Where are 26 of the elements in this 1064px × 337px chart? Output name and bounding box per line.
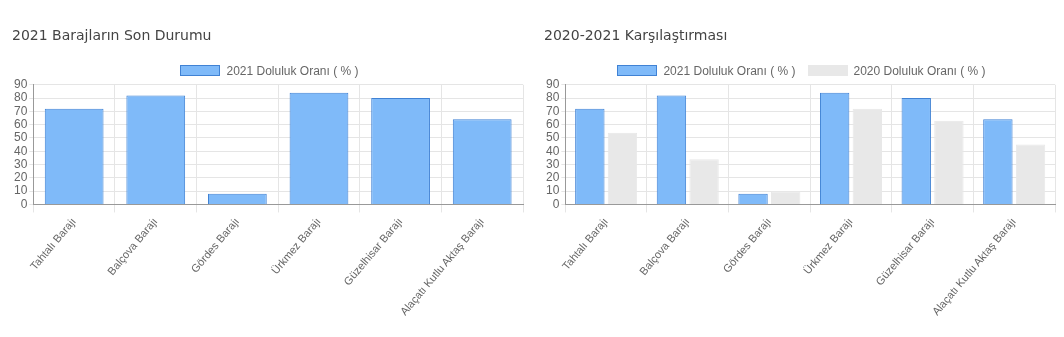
y-tick-label: 30: [545, 156, 560, 171]
y-tick-label: 10: [545, 183, 560, 198]
y-tick-label: 50: [13, 130, 28, 145]
y-tick-label: 70: [13, 103, 28, 118]
y-tick-label: 40: [545, 143, 560, 158]
legend-label: 2021 Doluluk Oranı ( % ): [663, 64, 796, 78]
y-tick-label: 30: [13, 156, 28, 171]
y-tick-label: 60: [545, 116, 560, 131]
y-tick-label: 0: [20, 196, 28, 211]
chart-title: 2021 Barajların Son Durumu: [12, 27, 212, 44]
y-tick-label: 90: [13, 77, 28, 92]
y-tick-label: 10: [13, 183, 28, 198]
chart-title: 2020-2021 Karşılaştırması: [544, 27, 728, 44]
series-label: 2021 Doluluk Oranı ( % ): [226, 64, 359, 78]
y-tick-label: 80: [545, 90, 560, 105]
y-tick-label: 20: [13, 170, 28, 185]
y-tick-label: 90: [545, 77, 560, 92]
y-tick-label: 20: [545, 170, 560, 185]
y-tick-label: 60: [13, 116, 28, 131]
y-tick-label: 40: [13, 143, 28, 158]
y-tick-label: 80: [13, 90, 28, 105]
y-tick-label: 0: [552, 196, 560, 211]
legend-label: 2020 Doluluk Oranı ( % ): [853, 64, 986, 78]
y-tick-label: 70: [545, 103, 560, 118]
y-tick-label: 50: [545, 130, 560, 145]
bar: [771, 191, 801, 204]
